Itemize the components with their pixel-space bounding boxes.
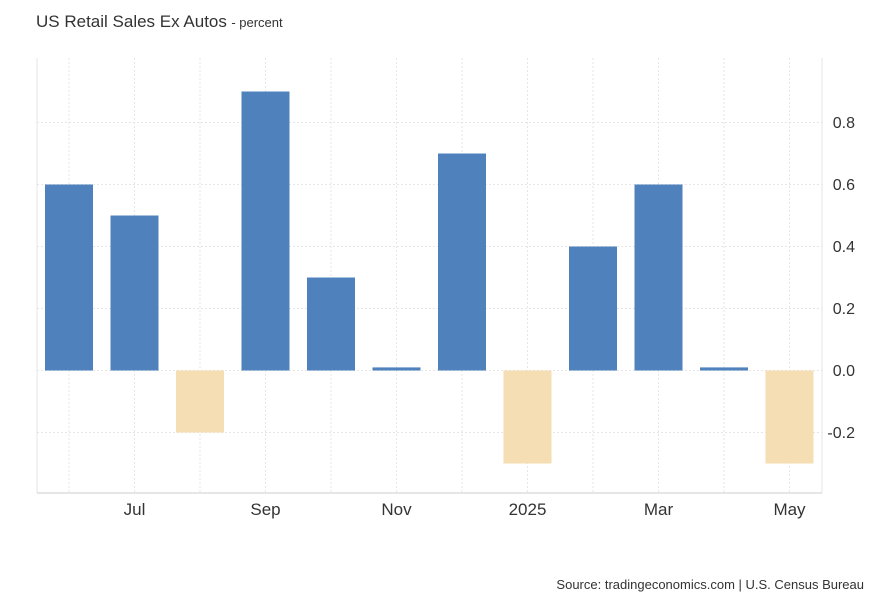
bars [45, 91, 814, 464]
bar-jan-2025[interactable] [503, 370, 552, 464]
x-tick-label: Nov [381, 500, 412, 519]
x-tick-label: Sep [250, 500, 280, 519]
source-credit: Source: tradingeconomics.com | U.S. Cens… [556, 577, 864, 592]
y-axis-ticks: 0.8 0.6 0.4 0.2 0.0 -0.2 [827, 115, 855, 442]
bar-aug-2024[interactable] [176, 370, 224, 433]
plot-frame [36, 58, 823, 494]
bar-may-2025[interactable] [765, 370, 814, 464]
bar-apr-2025[interactable] [700, 367, 748, 371]
x-tick-label: Mar [644, 500, 674, 519]
x-tick-label: Jul [124, 500, 146, 519]
x-axis-ticks: Jul Sep Nov 2025 Mar May [124, 500, 806, 519]
bar-feb-2025[interactable] [569, 246, 617, 371]
bar-mar-2025[interactable] [634, 184, 683, 371]
y-tick-label: -0.2 [827, 425, 855, 442]
bar-dec-2024[interactable] [438, 153, 486, 371]
y-tick-label: 0.6 [833, 177, 855, 194]
y-tick-label: 0.4 [833, 239, 855, 256]
x-tick-label: 2025 [509, 500, 547, 519]
chart-subtitle-text: - percent [231, 15, 283, 30]
bar-oct-2024[interactable] [307, 277, 355, 371]
x-tick-label: May [773, 500, 806, 519]
bar-nov-2024[interactable] [372, 367, 421, 371]
y-tick-label: 0.2 [833, 301, 855, 318]
chart-title-text: US Retail Sales Ex Autos [36, 12, 227, 31]
y-tick-label: 0.0 [833, 363, 855, 380]
bar-jul-2024[interactable] [110, 215, 159, 371]
bar-sep-2024[interactable] [241, 91, 290, 371]
bar-jun-2024[interactable] [45, 184, 93, 371]
y-tick-label: 0.8 [833, 115, 855, 132]
chart-title: US Retail Sales Ex Autos - percent [36, 12, 283, 32]
